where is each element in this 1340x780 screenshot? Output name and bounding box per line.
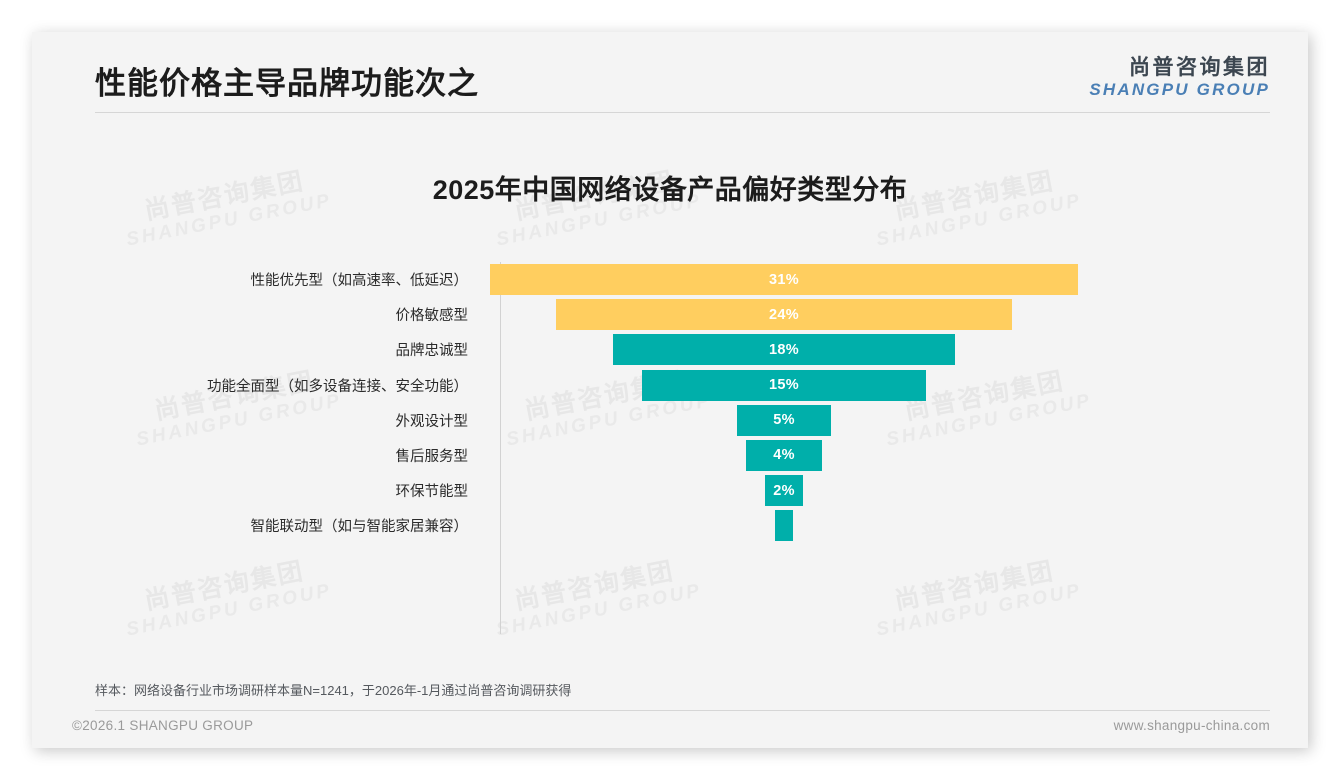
- bar-track: 2%: [490, 473, 1280, 508]
- category-label: 环保节能型: [395, 484, 469, 501]
- website-link[interactable]: www.shangpu-china.com: [1113, 718, 1270, 733]
- chart-bar[interactable]: [774, 510, 794, 542]
- brand-logo: 尚普咨询集团 SHANGPU GROUP: [1089, 56, 1270, 99]
- chart-bar[interactable]: 5%: [736, 404, 832, 436]
- header-divider: [95, 112, 1270, 113]
- copyright-text: ©2026.1 SHANGPU GROUP: [72, 718, 254, 733]
- category-label: 品牌忠诚型: [395, 343, 469, 360]
- chart-bar[interactable]: 4%: [746, 439, 822, 471]
- chart-row: 性能优先型（如高速率、低延迟） 31%: [32, 262, 1308, 297]
- logo-english-text: SHANGPU GROUP: [1089, 79, 1270, 99]
- category-label: 智能联动型（如与智能家居兼容）: [250, 519, 469, 536]
- page-title: 性能价格主导品牌功能次之: [95, 66, 479, 101]
- chart-row: 品牌忠诚型 18%: [32, 332, 1308, 367]
- bar-value-label: 4%: [773, 447, 795, 464]
- sample-note: 样本：网络设备行业市场调研样本量N=1241，于2026年-1月通过尚普咨询调研…: [95, 680, 1270, 711]
- category-label: 售后服务型: [395, 449, 469, 466]
- chart-row: 智能联动型（如与智能家居兼容）: [32, 508, 1308, 543]
- chart-row: 外观设计型 5%: [32, 403, 1308, 438]
- chart-bar[interactable]: 18%: [613, 334, 955, 366]
- bar-track: 31%: [490, 262, 1280, 297]
- logo-chinese-text: 尚普咨询集团: [1129, 56, 1270, 79]
- slide-header: 性能价格主导品牌功能次之 尚普咨询集团 SHANGPU GROUP: [32, 32, 1308, 110]
- slide-card: 尚普咨询集团 SHANGPU GROUP 尚普咨询集团 SHANGPU GROUP 尚普…: [32, 32, 1308, 748]
- bar-track: [490, 508, 1280, 543]
- category-label: 功能全面型（如多设备连接、安全功能）: [207, 378, 468, 395]
- bar-value-label: 2%: [773, 482, 795, 499]
- chart-bar[interactable]: 24%: [556, 299, 1012, 331]
- bar-value-label: 5%: [773, 412, 795, 429]
- chart-row: 环保节能型 2%: [32, 473, 1308, 508]
- bar-track: 18%: [490, 332, 1280, 367]
- bar-value-label: 18%: [769, 341, 799, 358]
- chart-title: 2025年中国网络设备产品偏好类型分布: [432, 175, 908, 205]
- category-label: 性能优先型（如高速率、低延迟）: [250, 273, 469, 290]
- bar-value-label: 15%: [769, 377, 799, 394]
- slide-footer: ©2026.1 SHANGPU GROUP www.shangpu-china.…: [32, 708, 1308, 748]
- chart-row: 功能全面型（如多设备连接、安全功能） 15%: [32, 368, 1308, 403]
- chart-bar[interactable]: 31%: [490, 264, 1078, 295]
- bar-track: 4%: [490, 438, 1280, 473]
- chart-row: 价格敏感型 24%: [32, 297, 1308, 332]
- chart-axis-line: [500, 262, 501, 634]
- bar-value-label: 24%: [769, 306, 799, 323]
- chart-row: 售后服务型 4%: [32, 438, 1308, 473]
- funnel-bar-chart: 性能优先型（如高速率、低延迟） 31% 价格敏感型 24% 品牌忠诚型 18% 功能全面型（…: [32, 250, 1308, 650]
- category-label: 价格敏感型: [395, 308, 469, 325]
- note-divider: [95, 710, 1270, 711]
- bar-track: 24%: [490, 297, 1280, 332]
- sample-note-text: 样本：网络设备行业市场调研样本量N=1241，于2026年-1月通过尚普咨询调研…: [95, 683, 572, 698]
- chart-rows: 性能优先型（如高速率、低延迟） 31% 价格敏感型 24% 品牌忠诚型 18% 功能全面型（…: [32, 262, 1308, 544]
- bar-track: 5%: [490, 403, 1280, 438]
- bar-value-label: 31%: [769, 271, 799, 288]
- category-label: 外观设计型: [395, 413, 469, 430]
- chart-bar[interactable]: 15%: [641, 369, 927, 401]
- bar-track: 15%: [490, 368, 1280, 403]
- chart-bar[interactable]: 2%: [765, 475, 803, 507]
